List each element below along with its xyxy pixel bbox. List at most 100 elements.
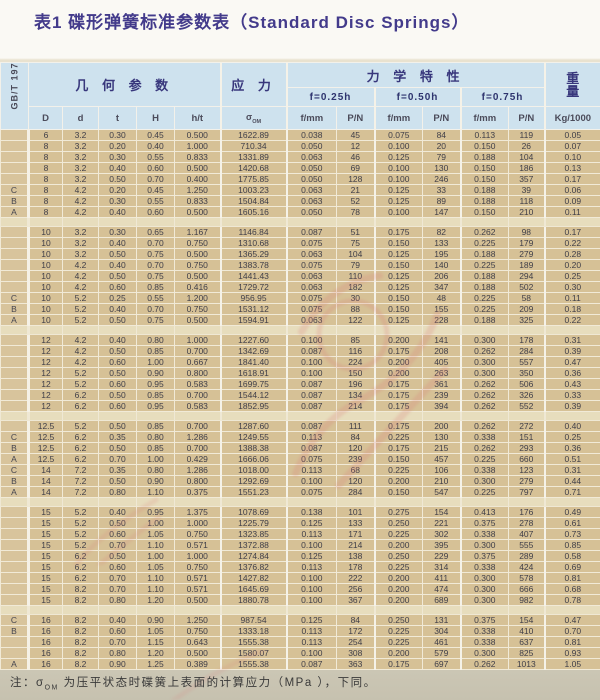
cell-ht: 0.583 [173,378,222,390]
table-row: A 14 7.2 0.80 1.10 0.375 1551.23 0.075 284 0.150 5… [0,486,600,498]
cell-ht: 0.750 [173,561,222,573]
cell-p2: 246 [422,173,462,185]
table-row: 15 6.2 0.50 1.00 1.000 1274.84 0.125 138 0.250 22… [0,550,600,562]
table-row: 15 6.2 0.70 1.10 0.571 1427.82 0.100 222 0.200 41… [0,572,600,584]
cell-D: 10 [28,226,63,238]
cell-p3: 660 [508,453,546,465]
col-header-sigma: σOM [219,106,288,130]
cell-f3: 0.300 [459,475,510,487]
cell-label: C [0,292,30,304]
separator-cell [28,497,63,507]
cell-f1: 0.075 [285,303,338,315]
separator-cell [422,411,462,421]
cell-stress: 1594.91 [219,314,288,326]
cell-H: 1.20 [136,647,175,659]
cell-f3: 0.300 [459,572,510,584]
cell-t: 0.90 [98,658,137,670]
separator-cell [422,217,462,227]
cell-f3: 0.188 [459,195,510,207]
cell-kg: 0.31 [543,334,600,346]
cell-t: 0.50 [98,367,137,379]
cell-d: 5.2 [62,367,99,379]
cell-kg: 0.39 [543,345,600,357]
cell-p1: 21 [336,184,376,196]
cell-f3: 0.225 [459,486,510,498]
separator-cell [285,325,338,335]
sigma-symbol: σ [36,677,45,689]
separator-cell [98,605,137,615]
cell-f2: 0.125 [373,195,424,207]
cell-f3: 0.225 [459,259,510,271]
cell-D: 15 [28,561,63,573]
cell-stress: 1331.89 [219,151,288,163]
cell-f2: 0.200 [373,334,424,346]
cell-label [0,140,30,152]
cell-p3: 279 [508,475,546,487]
cell-p1: 88 [336,303,376,315]
cell-f3: 0.300 [459,583,510,595]
table-body: 6 3.2 0.30 0.45 0.500 1622.89 0.038 45 0.075 84 0.… [0,129,600,670]
cell-D: 10 [28,237,63,249]
cell-H: 0.60 [136,162,175,174]
cell-p3: 123 [508,464,546,476]
cell-ht: 0.500 [173,647,222,659]
cell-f1: 0.063 [285,248,338,260]
cell-kg: 0.18 [543,303,600,315]
separator-cell [62,325,99,335]
cell-label [0,281,30,293]
cell-p1: 138 [336,550,376,562]
cell-f1: 0.038 [285,129,338,141]
cell-D: 14 [28,486,63,498]
cell-D: 15 [28,528,63,540]
cell-H: 0.95 [136,506,175,518]
cell-p3: 982 [508,594,546,606]
table-row: A 16 8.2 0.90 1.25 0.389 1555.38 0.087 363 0.175 6… [0,658,600,670]
cell-p3: 178 [508,334,546,346]
cell-d: 5.2 [62,314,99,326]
cell-stress: 956.95 [219,292,288,304]
cell-D: 10 [28,281,63,293]
cell-t: 0.30 [98,129,137,141]
cell-d: 3.2 [62,162,99,174]
cell-p1: 133 [336,517,376,529]
cell-p2: 239 [422,389,462,401]
cell-p3: 294 [508,270,546,282]
cell-H: 0.70 [136,259,175,271]
cell-d: 4.2 [62,281,99,293]
cell-f3: 0.262 [459,345,510,357]
cell-label: B [0,475,30,487]
cell-ht: 0.643 [173,636,222,648]
cell-t: 0.70 [98,539,137,551]
cell-kg: 0.81 [543,636,600,648]
separator-cell [98,497,137,507]
cell-f3: 0.225 [459,453,510,465]
cell-H: 0.45 [136,184,175,196]
cell-stress: 1699.75 [219,378,288,390]
cell-H: 1.10 [136,539,175,551]
cell-t: 0.25 [98,292,137,304]
cell-p3: 26 [508,140,546,152]
cell-f1: 0.075 [285,292,338,304]
cell-D: 12 [28,378,63,390]
cell-p1: 171 [336,528,376,540]
cell-f3: 0.262 [459,442,510,454]
separator-cell [219,411,288,421]
cell-stress: 1420.68 [219,162,288,174]
separator-cell [373,411,424,421]
cell-ht: 0.700 [173,420,222,432]
cell-p2: 395 [422,539,462,551]
cell-label: A [0,453,30,465]
cell-stress: 1225.79 [219,517,288,529]
cell-p2: 579 [422,647,462,659]
cell-label [0,636,30,648]
cell-f3: 0.338 [459,636,510,648]
cell-stress: 1441.43 [219,270,288,282]
cell-f2: 0.175 [373,400,424,412]
cell-stress: 1003.23 [219,184,288,196]
cell-stress: 1227.60 [219,334,288,346]
cell-label [0,173,30,185]
cell-H: 0.80 [136,464,175,476]
cell-ht: 0.800 [173,475,222,487]
table-row: A 12.5 6.2 0.70 1.00 0.429 1666.06 0.075 239 0.15… [0,453,600,465]
cell-label [0,237,30,249]
